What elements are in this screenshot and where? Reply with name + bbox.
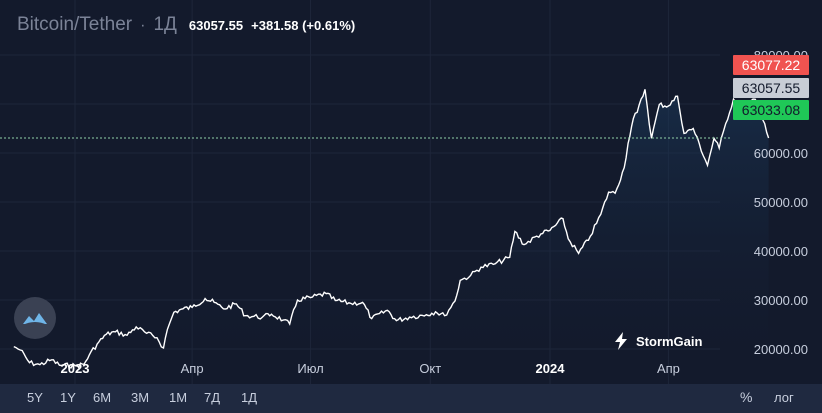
x-tick-label: Апр: [657, 361, 680, 376]
stormgain-brand: StormGain: [612, 331, 702, 351]
y-tick-label: 40000.00: [754, 244, 808, 259]
price-tag-label: 63057.55: [742, 80, 801, 96]
range-button-7d[interactable]: 7Д: [204, 390, 221, 405]
lightning-icon: [615, 332, 627, 350]
range-button-1d[interactable]: 1Д: [241, 390, 258, 405]
range-button-1y[interactable]: 1Y: [60, 390, 76, 405]
y-tick-label: 50000.00: [754, 195, 808, 210]
range-button-5y[interactable]: 5Y: [27, 390, 43, 405]
tradingview-logo-button[interactable]: [14, 297, 56, 339]
price-tag: 63033.08: [733, 100, 809, 120]
price-tag: 63057.55: [733, 78, 809, 98]
price-tag: 63077.22: [733, 55, 809, 75]
log-scale-button[interactable]: лог: [774, 390, 794, 405]
timeframe-label: 1Д: [153, 14, 177, 35]
x-tick-label: 2024: [536, 361, 566, 376]
price-tag-label: 63033.08: [742, 102, 801, 118]
y-tick-label: 60000.00: [754, 146, 808, 161]
legend-separator: ·: [140, 17, 146, 34]
x-axis: 2023 Апр Июл Окт 2024 Апр: [61, 361, 680, 376]
percent-scale-button[interactable]: %: [740, 389, 753, 405]
last-price-label: 63057.55: [188, 18, 244, 33]
price-tag-label: 63077.22: [742, 57, 801, 73]
area-fill: [13, 89, 769, 385]
cloud-logo-icon: [22, 313, 48, 327]
price-line: [13, 89, 770, 369]
y-tick-label: 30000.00: [754, 293, 808, 308]
x-tick-label: Окт: [419, 361, 441, 376]
price-tags: 63077.22 63057.55 63033.08: [733, 55, 809, 120]
y-tick-label: 20000.00: [754, 342, 808, 357]
x-tick-label: Июл: [297, 361, 323, 376]
brand-name: StormGain: [636, 333, 703, 349]
range-button-1m[interactable]: 1M: [169, 390, 188, 405]
range-button-6m[interactable]: 6M: [93, 390, 112, 405]
bottom-toolbar: 5Y 1Y 6M 3M 1M 7Д 1Д % лог: [0, 384, 822, 413]
x-tick-label: 2023: [61, 361, 90, 376]
change-label: +381.58 (+0.61%): [251, 18, 356, 33]
symbol-label: Bitcoin/Tether: [17, 14, 133, 35]
x-tick-label: Апр: [181, 361, 204, 376]
chart-legend: Bitcoin/Tether · 1Д 63057.55 +381.58 (+0…: [17, 14, 355, 36]
range-button-3m[interactable]: 3M: [131, 390, 150, 405]
